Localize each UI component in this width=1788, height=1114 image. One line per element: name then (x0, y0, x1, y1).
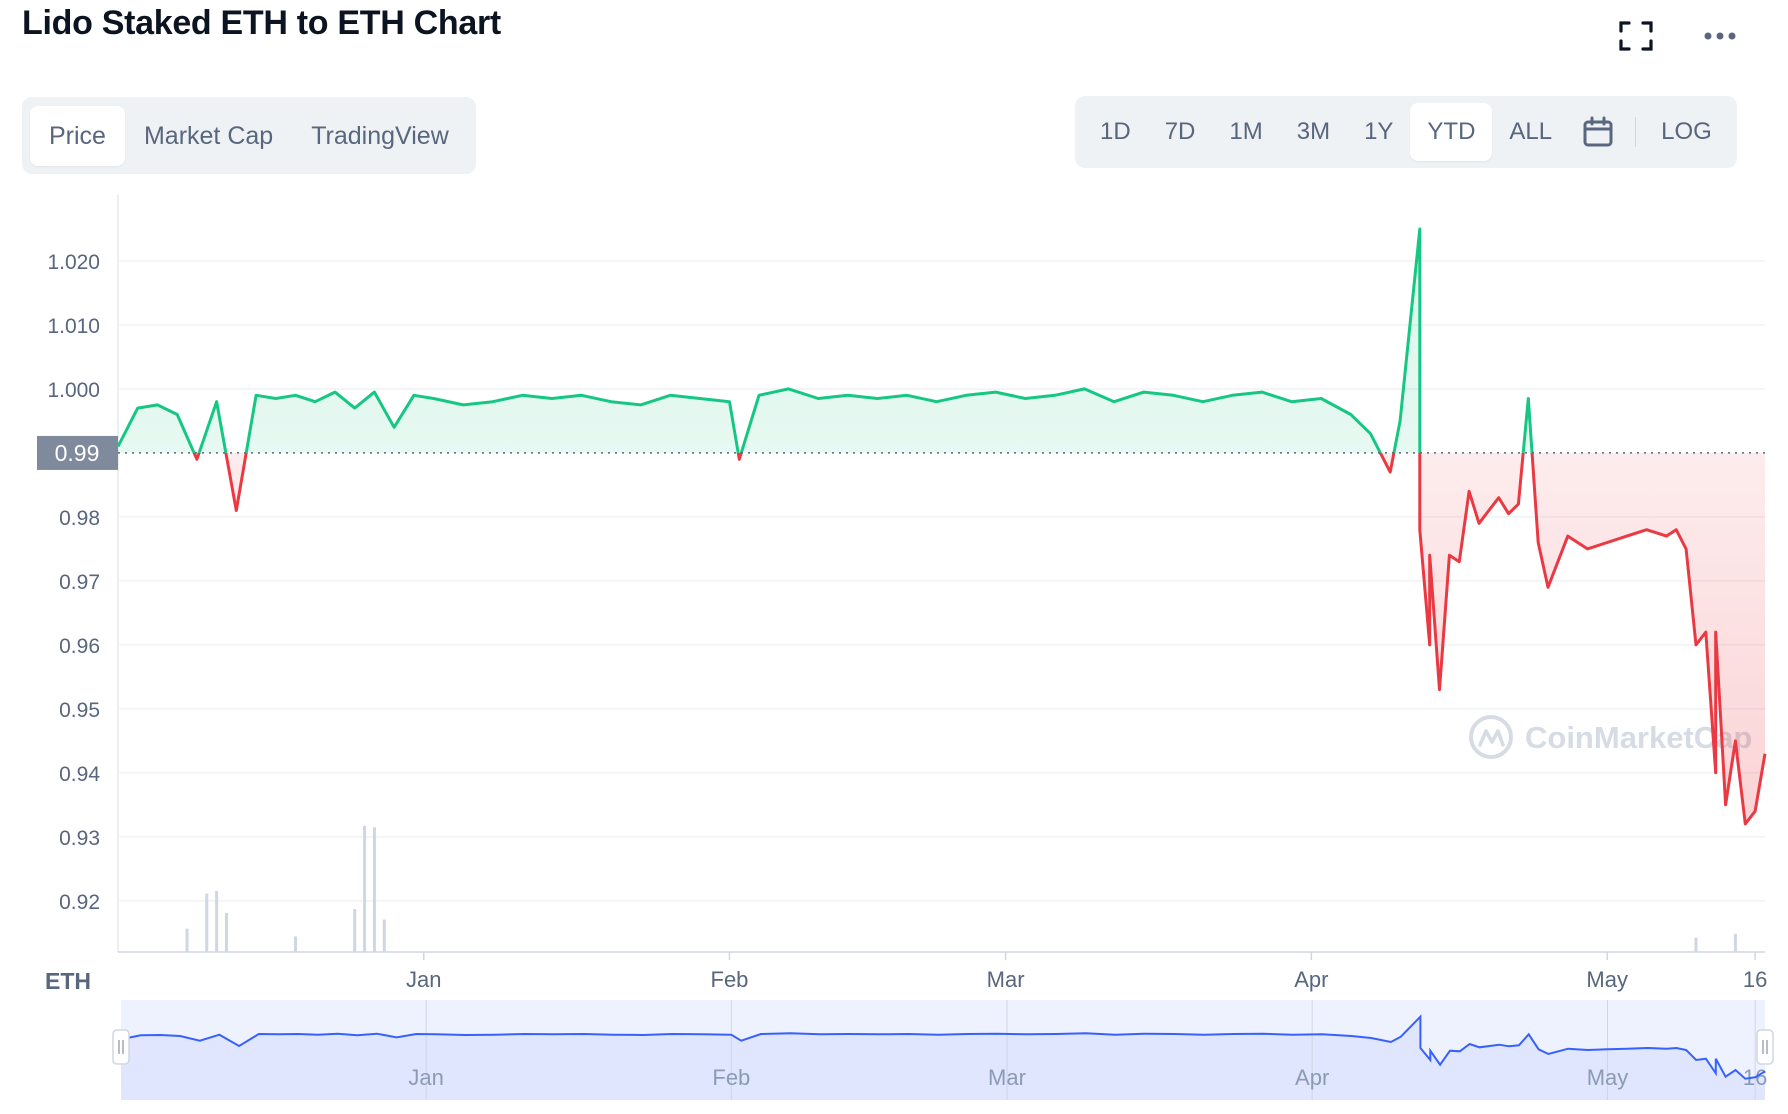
navigator-tick-label: Feb (712, 1065, 750, 1090)
price-area-down (194, 452, 1765, 824)
more-dots-icon[interactable] (1700, 18, 1740, 54)
calendar-icon[interactable] (1569, 103, 1627, 161)
y-tick-label: 1.000 (47, 379, 100, 402)
currency-label: ETH (45, 968, 91, 994)
fullscreen-icon[interactable] (1616, 18, 1656, 54)
page-title: Lido Staked ETH to ETH Chart (22, 4, 501, 42)
navigator: Jan Feb Mar Apr May 16 (112, 1000, 1774, 1100)
volume-bar (1694, 937, 1698, 952)
navigator-handle-left[interactable] (112, 1029, 130, 1065)
y-tick-label: 0.94 (59, 763, 100, 786)
range-1y-button[interactable]: 1Y (1364, 118, 1394, 145)
tab-price[interactable]: Price (30, 105, 125, 166)
navigator-line (120, 1014, 1766, 1080)
navigator-tick-label: May (1587, 1065, 1629, 1090)
volume-bar (185, 928, 189, 952)
x-tick-label: May (1586, 967, 1628, 992)
navigator-handle-right[interactable] (1756, 1029, 1774, 1065)
range-1d-button[interactable]: 1D (1100, 118, 1131, 145)
handle-body (1756, 1029, 1774, 1065)
baseline-label: 0.99 (55, 440, 100, 466)
range-all-button[interactable]: ALL (1509, 118, 1553, 145)
volume-bar (224, 913, 228, 952)
range-ytd-button[interactable]: YTD (1410, 103, 1493, 161)
x-tick-label: Mar (987, 967, 1025, 992)
log-scale-button[interactable]: LOG (1661, 118, 1712, 145)
navigator-tick-label: Jan (408, 1065, 443, 1090)
range-3m-button[interactable]: 3M (1296, 118, 1331, 145)
chart-type-selector: Price Market Cap TradingView (22, 97, 476, 174)
x-tick-label: Apr (1294, 967, 1328, 992)
volume-bar (382, 919, 386, 952)
volume-bar (372, 827, 376, 952)
separator (1635, 117, 1637, 147)
y-tick-label: 0.92 (59, 891, 100, 914)
tab-tradingview[interactable]: TradingView (311, 121, 449, 150)
x-tick-label: Jan (406, 967, 441, 992)
price-line-down (192, 452, 1767, 826)
grid-lines (117, 195, 1765, 953)
navigator-area (121, 1016, 1765, 1100)
baseline-marker: 0.99 (37, 435, 118, 470)
tab-market-cap[interactable]: Market Cap (143, 121, 274, 150)
y-tick-label: 1.020 (47, 251, 100, 274)
volume-bar (215, 890, 219, 952)
volume-bar (353, 909, 357, 952)
x-tick-label: 16 (1743, 967, 1767, 992)
handle-body (112, 1029, 130, 1065)
volume-bar (363, 825, 367, 952)
y-tick-label: 0.96 (59, 635, 100, 658)
navigator-tick-label: Apr (1295, 1065, 1329, 1090)
x-axis-labels: Jan Feb Mar Apr May 16 (406, 952, 1767, 992)
y-tick-label: 0.95 (59, 699, 100, 722)
y-axis-labels: 1.020 1.010 1.000 0.98 0.97 0.96 0.95 0.94 0.93 0… (47, 251, 100, 914)
price-line-up (116, 227, 1534, 453)
range-1m-button[interactable]: 1M (1229, 118, 1263, 145)
range-selector: 1D 7D 1M 3M 1Y YTD ALL LOG (1075, 96, 1737, 168)
volume-bar (1733, 933, 1737, 952)
watermark: CoinMarketCap (1469, 715, 1752, 759)
y-tick-label: 0.97 (59, 571, 100, 594)
volume-bars (185, 825, 1737, 952)
watermark-text: CoinMarketCap (1525, 720, 1752, 755)
volume-bar (294, 936, 298, 952)
y-tick-label: 0.98 (59, 507, 100, 530)
y-tick-label: 1.010 (47, 315, 100, 338)
x-tick-label: Feb (711, 967, 749, 992)
range-7d-button[interactable]: 7D (1164, 118, 1196, 145)
price-area-up (118, 229, 1765, 453)
volume-bar (205, 893, 209, 952)
y-tick-label: 0.93 (59, 827, 100, 850)
navigator-tick-label: Mar (988, 1065, 1026, 1090)
